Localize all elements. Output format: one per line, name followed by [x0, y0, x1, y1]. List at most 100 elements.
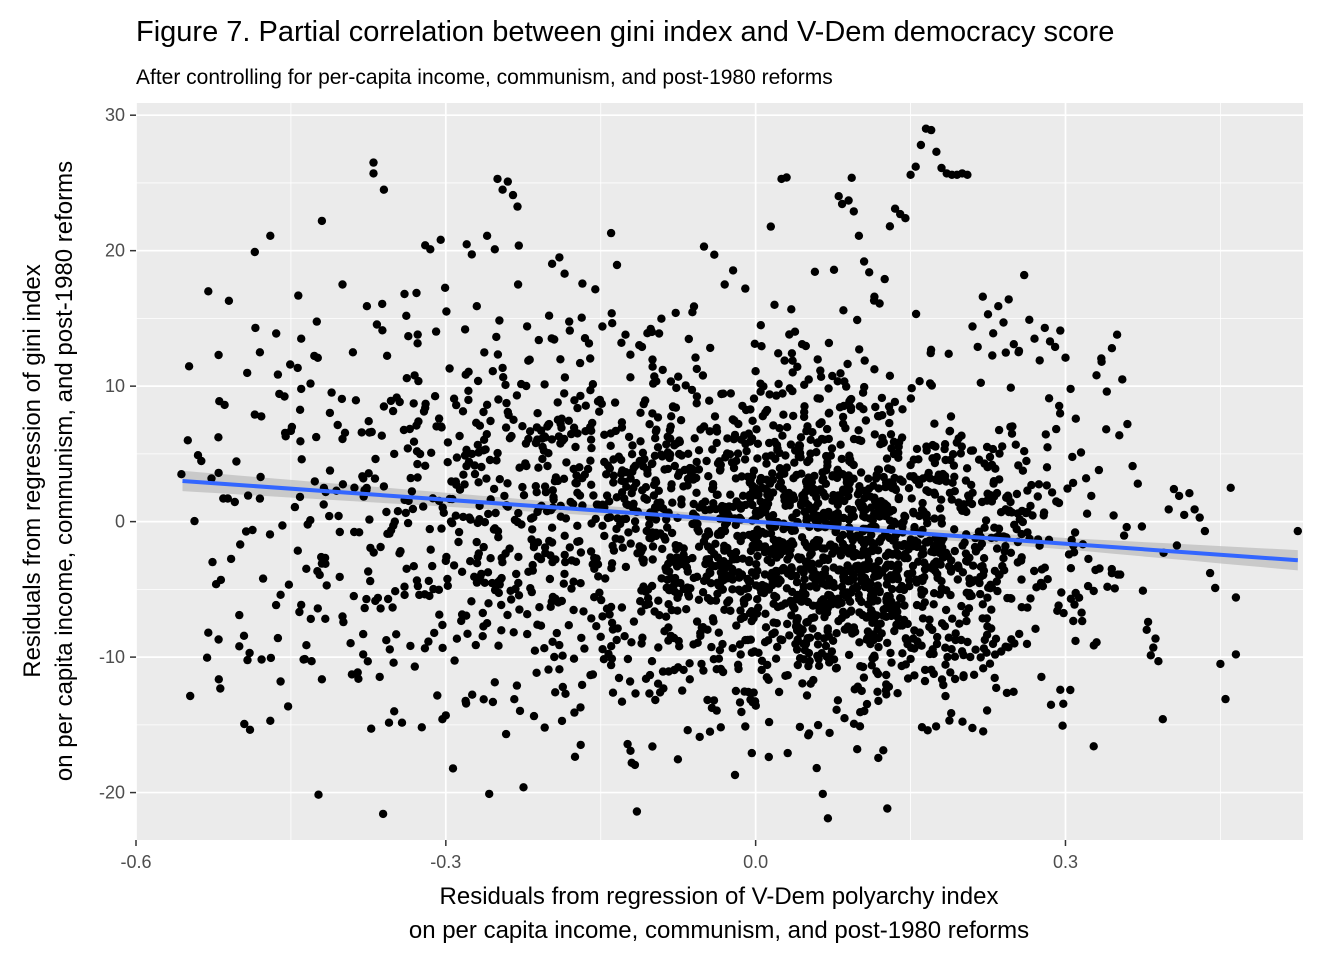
data-point — [804, 501, 813, 510]
data-point — [523, 610, 532, 619]
data-point — [862, 699, 872, 709]
data-point — [586, 547, 596, 556]
data-point — [548, 486, 557, 495]
data-point — [637, 607, 646, 616]
data-point — [678, 686, 687, 695]
data-point — [617, 488, 627, 497]
data-point — [740, 455, 750, 464]
data-point — [569, 423, 579, 432]
data-point — [795, 722, 805, 732]
data-point — [833, 377, 842, 386]
data-point — [479, 407, 488, 417]
data-point — [1123, 419, 1132, 429]
data-point — [692, 572, 702, 581]
data-point — [683, 474, 693, 483]
data-point — [776, 576, 785, 585]
data-point — [799, 412, 809, 422]
data-point — [367, 427, 376, 437]
data-point — [839, 576, 848, 585]
data-point — [294, 291, 303, 300]
data-point — [982, 706, 992, 715]
data-point — [357, 428, 366, 437]
data-point — [362, 302, 372, 311]
data-point — [515, 605, 524, 614]
data-point — [400, 590, 409, 600]
data-point — [673, 755, 683, 764]
data-point — [898, 477, 907, 486]
data-point — [609, 471, 618, 480]
data-point — [683, 726, 692, 735]
data-point — [879, 472, 888, 482]
data-point — [664, 667, 673, 676]
data-point — [971, 547, 981, 556]
data-point — [827, 647, 837, 656]
data-point — [513, 517, 522, 527]
data-point — [255, 494, 265, 503]
data-point — [833, 500, 842, 510]
data-point — [923, 726, 932, 735]
data-point — [626, 350, 635, 359]
x-tick-label: 0.0 — [743, 852, 768, 872]
data-point — [910, 671, 919, 680]
data-point — [558, 436, 567, 445]
data-point — [946, 412, 956, 421]
data-point — [658, 452, 667, 461]
data-point — [335, 572, 344, 582]
data-point — [1064, 550, 1074, 559]
data-point — [787, 349, 797, 358]
data-point — [587, 426, 596, 435]
data-point — [729, 435, 739, 444]
data-point — [681, 381, 690, 390]
data-point — [479, 622, 488, 631]
data-point — [617, 476, 626, 485]
data-point — [451, 511, 460, 520]
data-point — [535, 603, 544, 612]
data-point — [438, 620, 447, 630]
data-point — [838, 539, 848, 549]
data-point — [875, 512, 884, 521]
data-point — [568, 499, 578, 509]
data-point — [478, 608, 487, 618]
data-point — [1149, 643, 1158, 652]
data-point — [1017, 575, 1026, 584]
data-point — [372, 320, 382, 329]
data-point — [545, 574, 555, 584]
data-point — [943, 652, 952, 662]
data-point — [809, 538, 818, 547]
data-point — [208, 557, 217, 567]
data-point — [979, 644, 989, 653]
data-point — [804, 731, 813, 740]
data-point — [310, 351, 319, 361]
data-point — [472, 418, 481, 427]
data-point — [806, 582, 815, 591]
data-point — [493, 350, 503, 359]
data-point — [575, 537, 584, 546]
data-point — [666, 450, 675, 459]
data-point — [1050, 342, 1060, 352]
data-point — [1083, 581, 1093, 591]
data-point — [421, 399, 430, 408]
data-point — [680, 465, 689, 475]
data-point — [879, 746, 888, 755]
data-point — [918, 614, 928, 623]
data-point — [679, 584, 688, 594]
data-point — [266, 231, 275, 240]
data-point — [905, 582, 914, 591]
data-point — [413, 459, 422, 469]
data-point — [337, 394, 347, 404]
data-point — [419, 502, 428, 511]
data-point — [437, 524, 446, 533]
data-point — [1022, 639, 1032, 649]
data-point — [662, 440, 671, 449]
data-point — [250, 247, 259, 257]
data-point — [1001, 348, 1010, 357]
data-point — [832, 705, 841, 714]
data-point — [648, 742, 657, 751]
data-point — [378, 299, 387, 309]
data-point — [1004, 507, 1013, 517]
data-point — [478, 632, 487, 641]
data-point — [682, 605, 691, 614]
data-point — [788, 386, 797, 396]
data-point — [687, 385, 697, 395]
data-point — [414, 376, 423, 386]
